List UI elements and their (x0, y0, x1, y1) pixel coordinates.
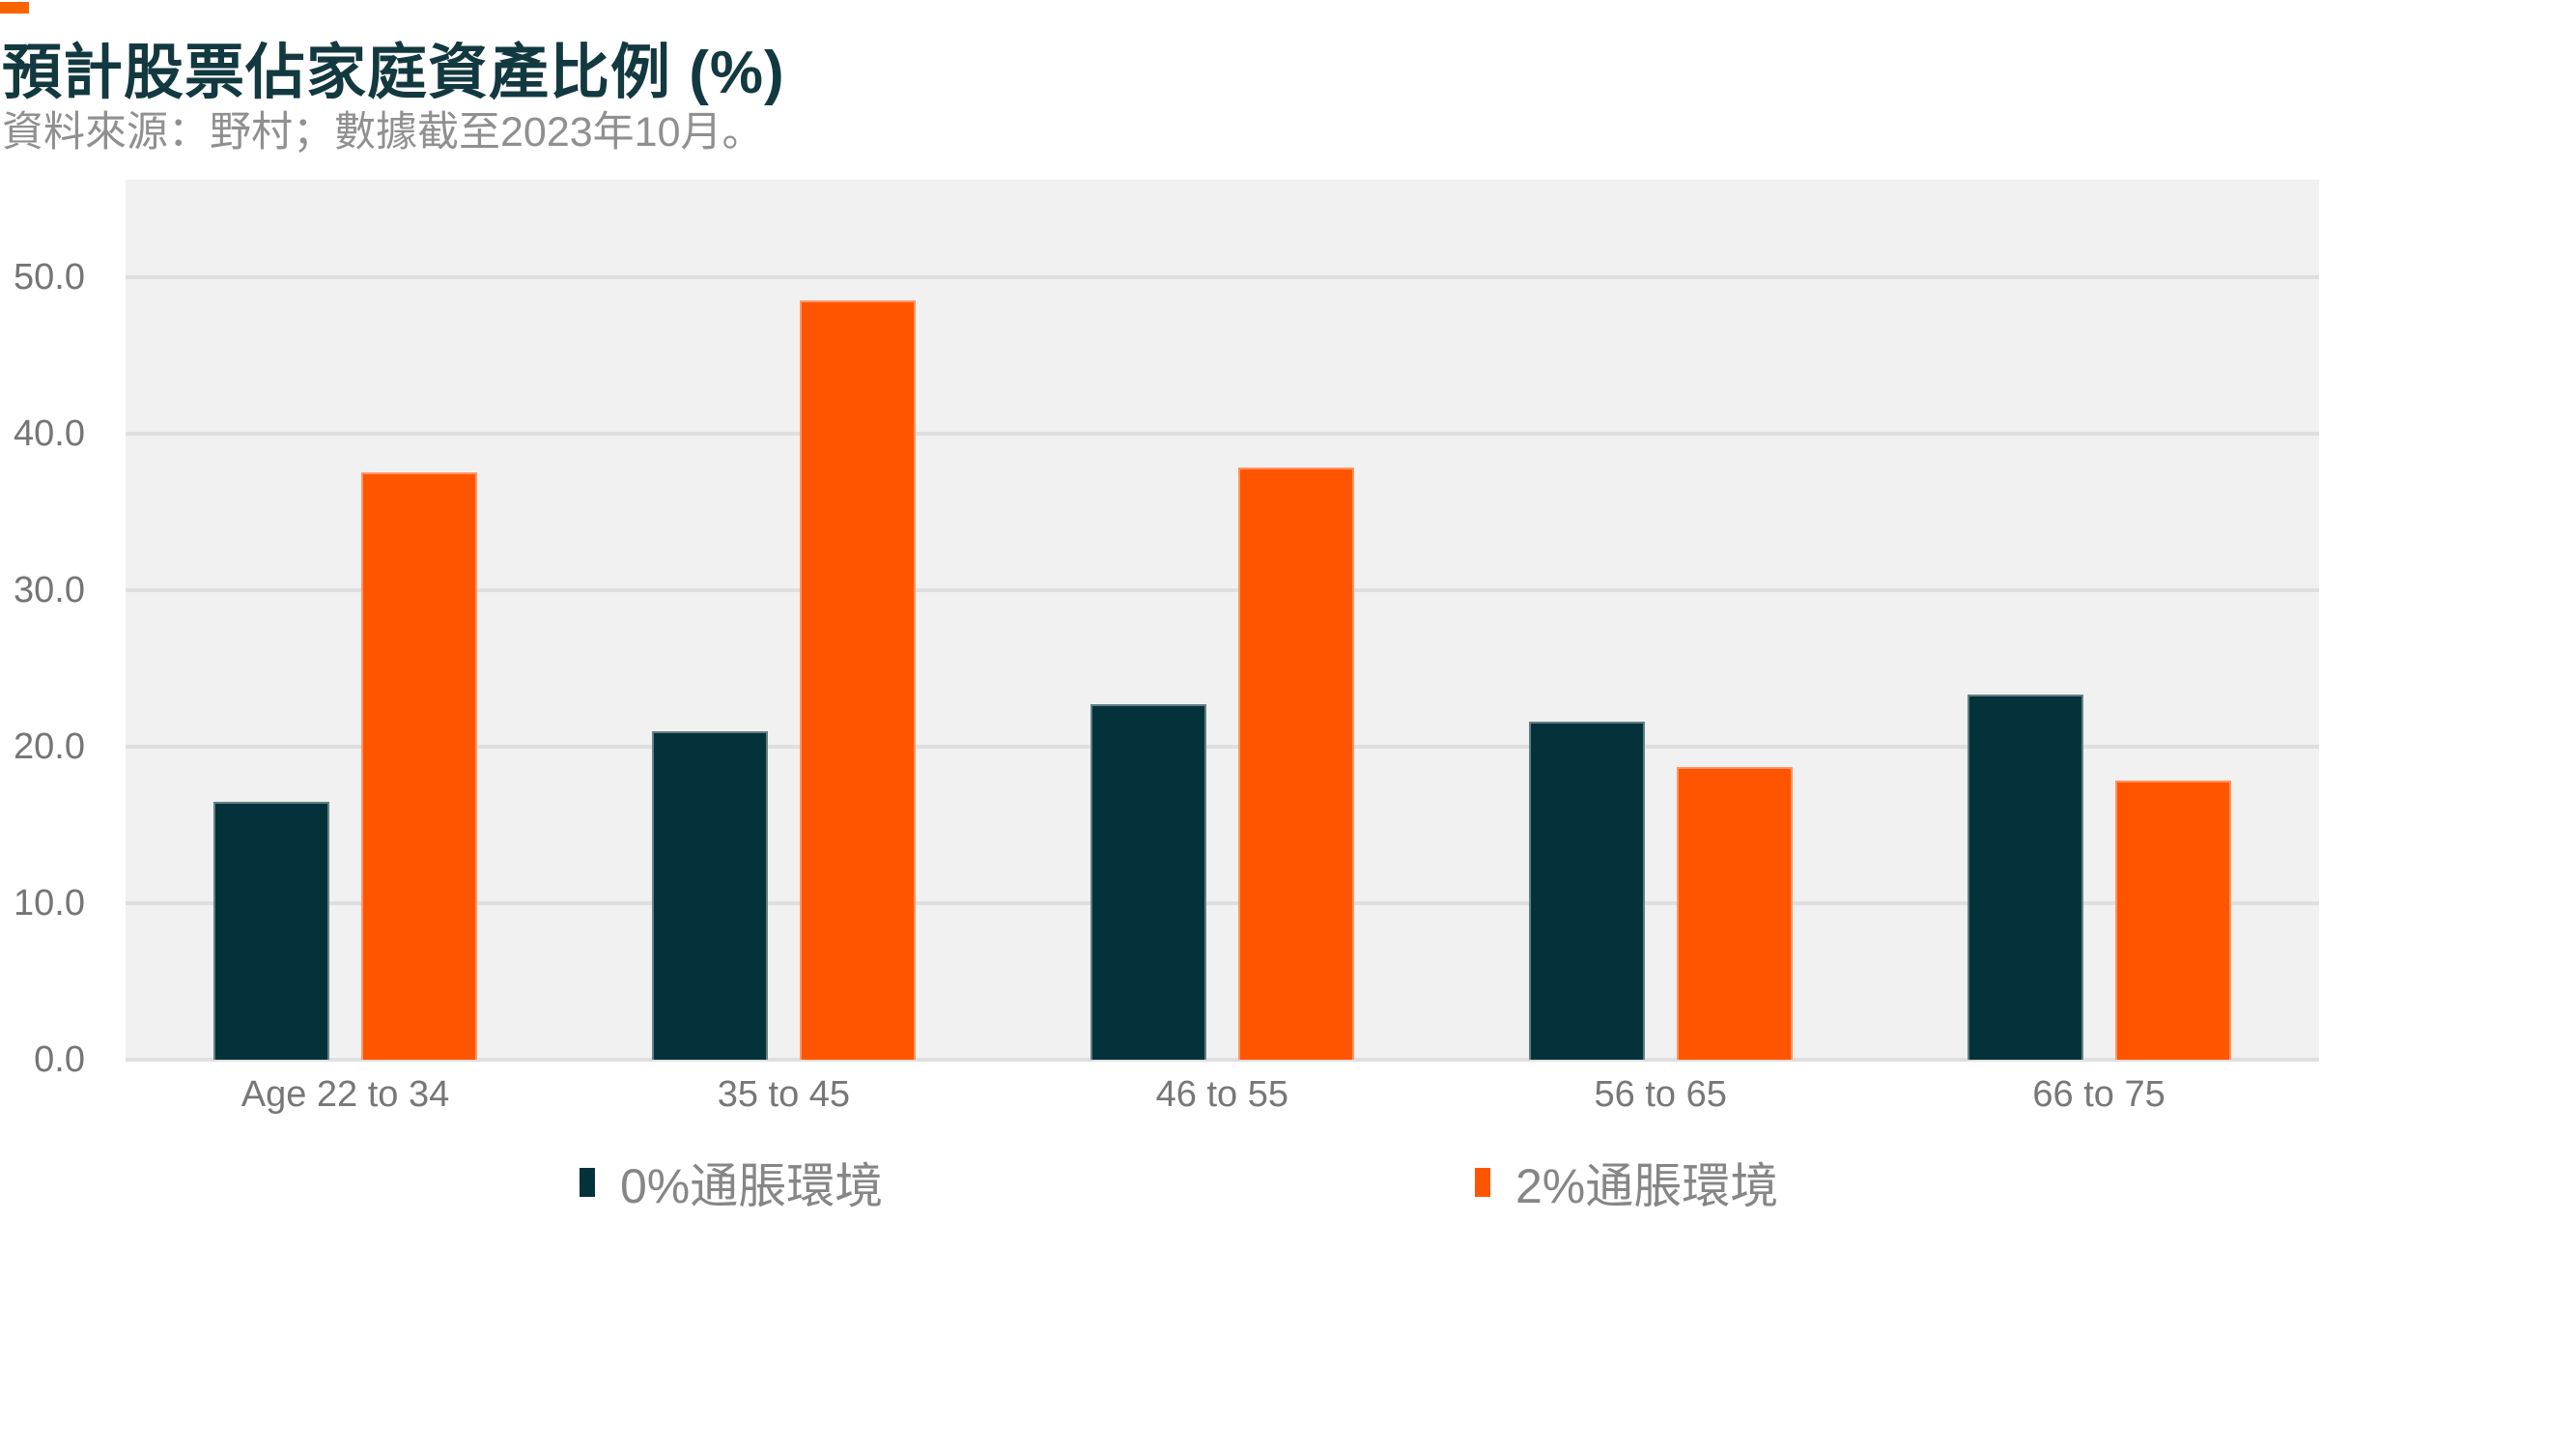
gridline-y-40.0 (126, 431, 2319, 436)
bar-2%通脹環境-46 to 55 (1237, 468, 1354, 1060)
legend-marker-icon (580, 1168, 595, 1197)
ytick-label: 10.0 (14, 882, 85, 923)
bar-0%通脹環境-46 to 55 (1090, 704, 1206, 1060)
bar-0%通脹環境-35 to 45 (651, 730, 768, 1060)
xtick-label-Age 22 to 34: Age 22 to 34 (241, 1074, 450, 1115)
legend: 0%通脹環境 2%通脹環境 (0, 1148, 2576, 1225)
plot-area: 0.0 10.0 20.0 30.0 40.0 50.0 (14, 180, 2319, 1080)
xtick-label-56 to 65: 56 to 65 (1594, 1074, 1727, 1115)
chart-source-note: 資料來源：野村；數據截至2023年10月。 (2, 109, 764, 156)
ytick-label: 30.0 (14, 569, 85, 611)
bar-2%通脹環境-66 to 75 (2114, 781, 2231, 1060)
ytick-label: 50.0 (14, 256, 85, 298)
legend-item-0%通脹環境: 0%通脹環境 (580, 1148, 883, 1217)
ytick-label: 40.0 (14, 412, 85, 454)
gridline-y-20.0 (126, 744, 2319, 749)
chart-title: 預計股票佔家庭資產比例 (%) (2, 40, 785, 106)
bar-2%通脹環境-35 to 45 (799, 299, 916, 1060)
bar-0%通脹環境-56 to 65 (1528, 721, 1645, 1060)
gridline-y-30.0 (126, 587, 2319, 592)
legend-marker-icon (1475, 1168, 1490, 1197)
gridline-y-0.0 (126, 1058, 2319, 1062)
bar-0%通脹環境-66 to 75 (1967, 695, 2083, 1060)
gridline-y-10.0 (126, 900, 2319, 905)
ytick-label: 20.0 (14, 725, 85, 767)
xtick-label-46 to 55: 46 to 55 (1155, 1074, 1288, 1115)
legend-item-2%通脹環境: 2%通脹環境 (1475, 1148, 1778, 1217)
ytick-label: 0.0 (34, 1039, 85, 1080)
xtick-label-66 to 75: 66 to 75 (2032, 1074, 2166, 1115)
gridline-y-50.0 (126, 274, 2319, 279)
xtick-label-35 to 45: 35 to 45 (717, 1074, 851, 1115)
accent-block (0, 2, 29, 14)
legend-label: 0%通脹環境 (620, 1159, 884, 1213)
bar-2%通脹環境-Age 22 to 34 (361, 472, 477, 1060)
bar-2%通脹環境-56 to 65 (1676, 766, 1793, 1060)
bar-0%通脹環境-Age 22 to 34 (213, 801, 329, 1060)
legend-label: 2%通脹環境 (1515, 1159, 1779, 1213)
